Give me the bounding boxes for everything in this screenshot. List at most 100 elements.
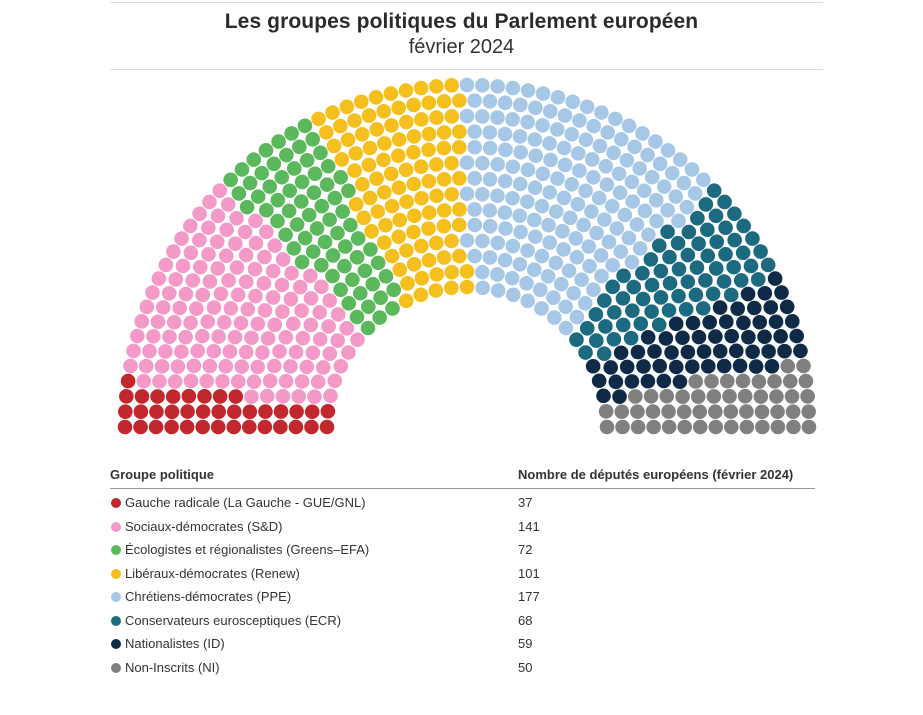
seat-dot — [801, 404, 816, 419]
top-rule — [110, 2, 823, 3]
seat-dot — [661, 303, 677, 318]
seat-dot — [584, 152, 600, 167]
seat-dot — [614, 132, 629, 147]
seat-dot — [557, 157, 573, 173]
seat-dot — [490, 79, 505, 94]
seat-dot — [325, 248, 341, 263]
seat-dot — [398, 83, 414, 98]
seat-dot — [459, 279, 475, 295]
seat-dot — [350, 231, 366, 246]
seat-dot — [118, 404, 133, 419]
seat-dot — [475, 280, 490, 296]
seat-dot — [647, 344, 662, 359]
seat-dot — [341, 345, 356, 360]
seat-dot — [556, 190, 572, 206]
seat-dot — [629, 217, 645, 232]
seat-dot — [312, 331, 328, 347]
seat-dot — [704, 373, 719, 389]
seat-dot — [640, 330, 656, 345]
seat-dot — [534, 301, 549, 316]
seat-dot — [578, 183, 593, 199]
seat-dot — [796, 358, 811, 374]
seat-dot — [211, 404, 226, 419]
seat-dot — [192, 232, 207, 248]
group-name: Non-Inscrits (NI) — [125, 659, 220, 675]
seat-dot — [745, 344, 760, 360]
seat-dot — [527, 180, 543, 196]
seat-dot — [558, 320, 574, 336]
seat-dot — [786, 419, 801, 435]
seat-dot — [304, 404, 320, 420]
seat-dot — [656, 179, 672, 194]
seat-dot — [724, 328, 739, 344]
seat-dot — [505, 238, 521, 254]
seat-dot — [391, 132, 407, 147]
seat-dot — [599, 419, 615, 435]
seat-dot — [570, 146, 586, 161]
seat-dot — [513, 224, 528, 240]
seat-dot — [305, 244, 321, 259]
seat-dot — [383, 166, 399, 182]
seat-dot — [688, 374, 704, 389]
seat-dot — [349, 309, 365, 325]
seat-dot — [384, 198, 400, 214]
seat-dot — [444, 280, 459, 296]
seat-dot — [474, 109, 490, 124]
seat-dot — [513, 97, 528, 113]
seat-dot — [348, 197, 364, 212]
seat-dot — [255, 345, 270, 360]
seat-dot — [286, 241, 302, 256]
seat-dot — [627, 139, 642, 155]
seat-dot — [646, 419, 661, 435]
seat-dot — [361, 108, 377, 123]
seat-dot — [520, 243, 535, 258]
seat-dot — [490, 283, 506, 298]
seat-dot — [126, 343, 141, 359]
seat-dot — [505, 287, 521, 303]
seat-dot — [240, 302, 256, 317]
seat-dot — [281, 203, 297, 219]
seat-dot — [801, 419, 817, 435]
seat-dot — [158, 257, 174, 273]
seat-dot — [635, 126, 650, 141]
seat-dot — [612, 389, 627, 404]
seat-dot — [490, 267, 505, 282]
seat-dot — [180, 404, 195, 419]
seat-dot — [578, 132, 594, 148]
seat-dot — [490, 235, 506, 251]
seat-dot — [218, 248, 234, 264]
seat-dot — [528, 148, 543, 164]
seat-dot — [600, 125, 615, 140]
seat-dot — [221, 273, 236, 288]
seat-dot — [556, 242, 571, 257]
seat-dot — [138, 358, 154, 374]
seat-dot — [362, 140, 378, 156]
seat-dot — [689, 260, 705, 275]
seat-dot — [193, 259, 208, 275]
seat-dot — [400, 276, 415, 291]
seat-dot — [452, 202, 467, 217]
seat-dot — [228, 236, 243, 251]
seat-dot — [482, 125, 498, 140]
seat-dot — [670, 235, 686, 251]
seat-dot — [557, 108, 573, 123]
seat-dot — [459, 155, 475, 170]
seat-dot — [242, 175, 258, 191]
seat-dot — [578, 345, 593, 360]
seat-dot — [589, 333, 604, 348]
seat-dot — [248, 288, 263, 304]
seat-dot — [773, 329, 788, 344]
seat-dot — [333, 118, 348, 134]
seat-dot — [256, 275, 272, 291]
seat-dot — [613, 345, 629, 361]
seat-dot — [391, 180, 407, 196]
seat-dot — [452, 124, 467, 140]
seat-dot — [202, 274, 218, 289]
seat-dot — [597, 212, 612, 227]
seat-dot — [736, 218, 751, 234]
seat-dot — [671, 213, 686, 229]
seat-dot — [574, 272, 589, 288]
table-row: Nationalistes (ID) 59 — [110, 635, 815, 659]
seat-dot — [751, 374, 767, 389]
seat-dot — [780, 358, 796, 374]
